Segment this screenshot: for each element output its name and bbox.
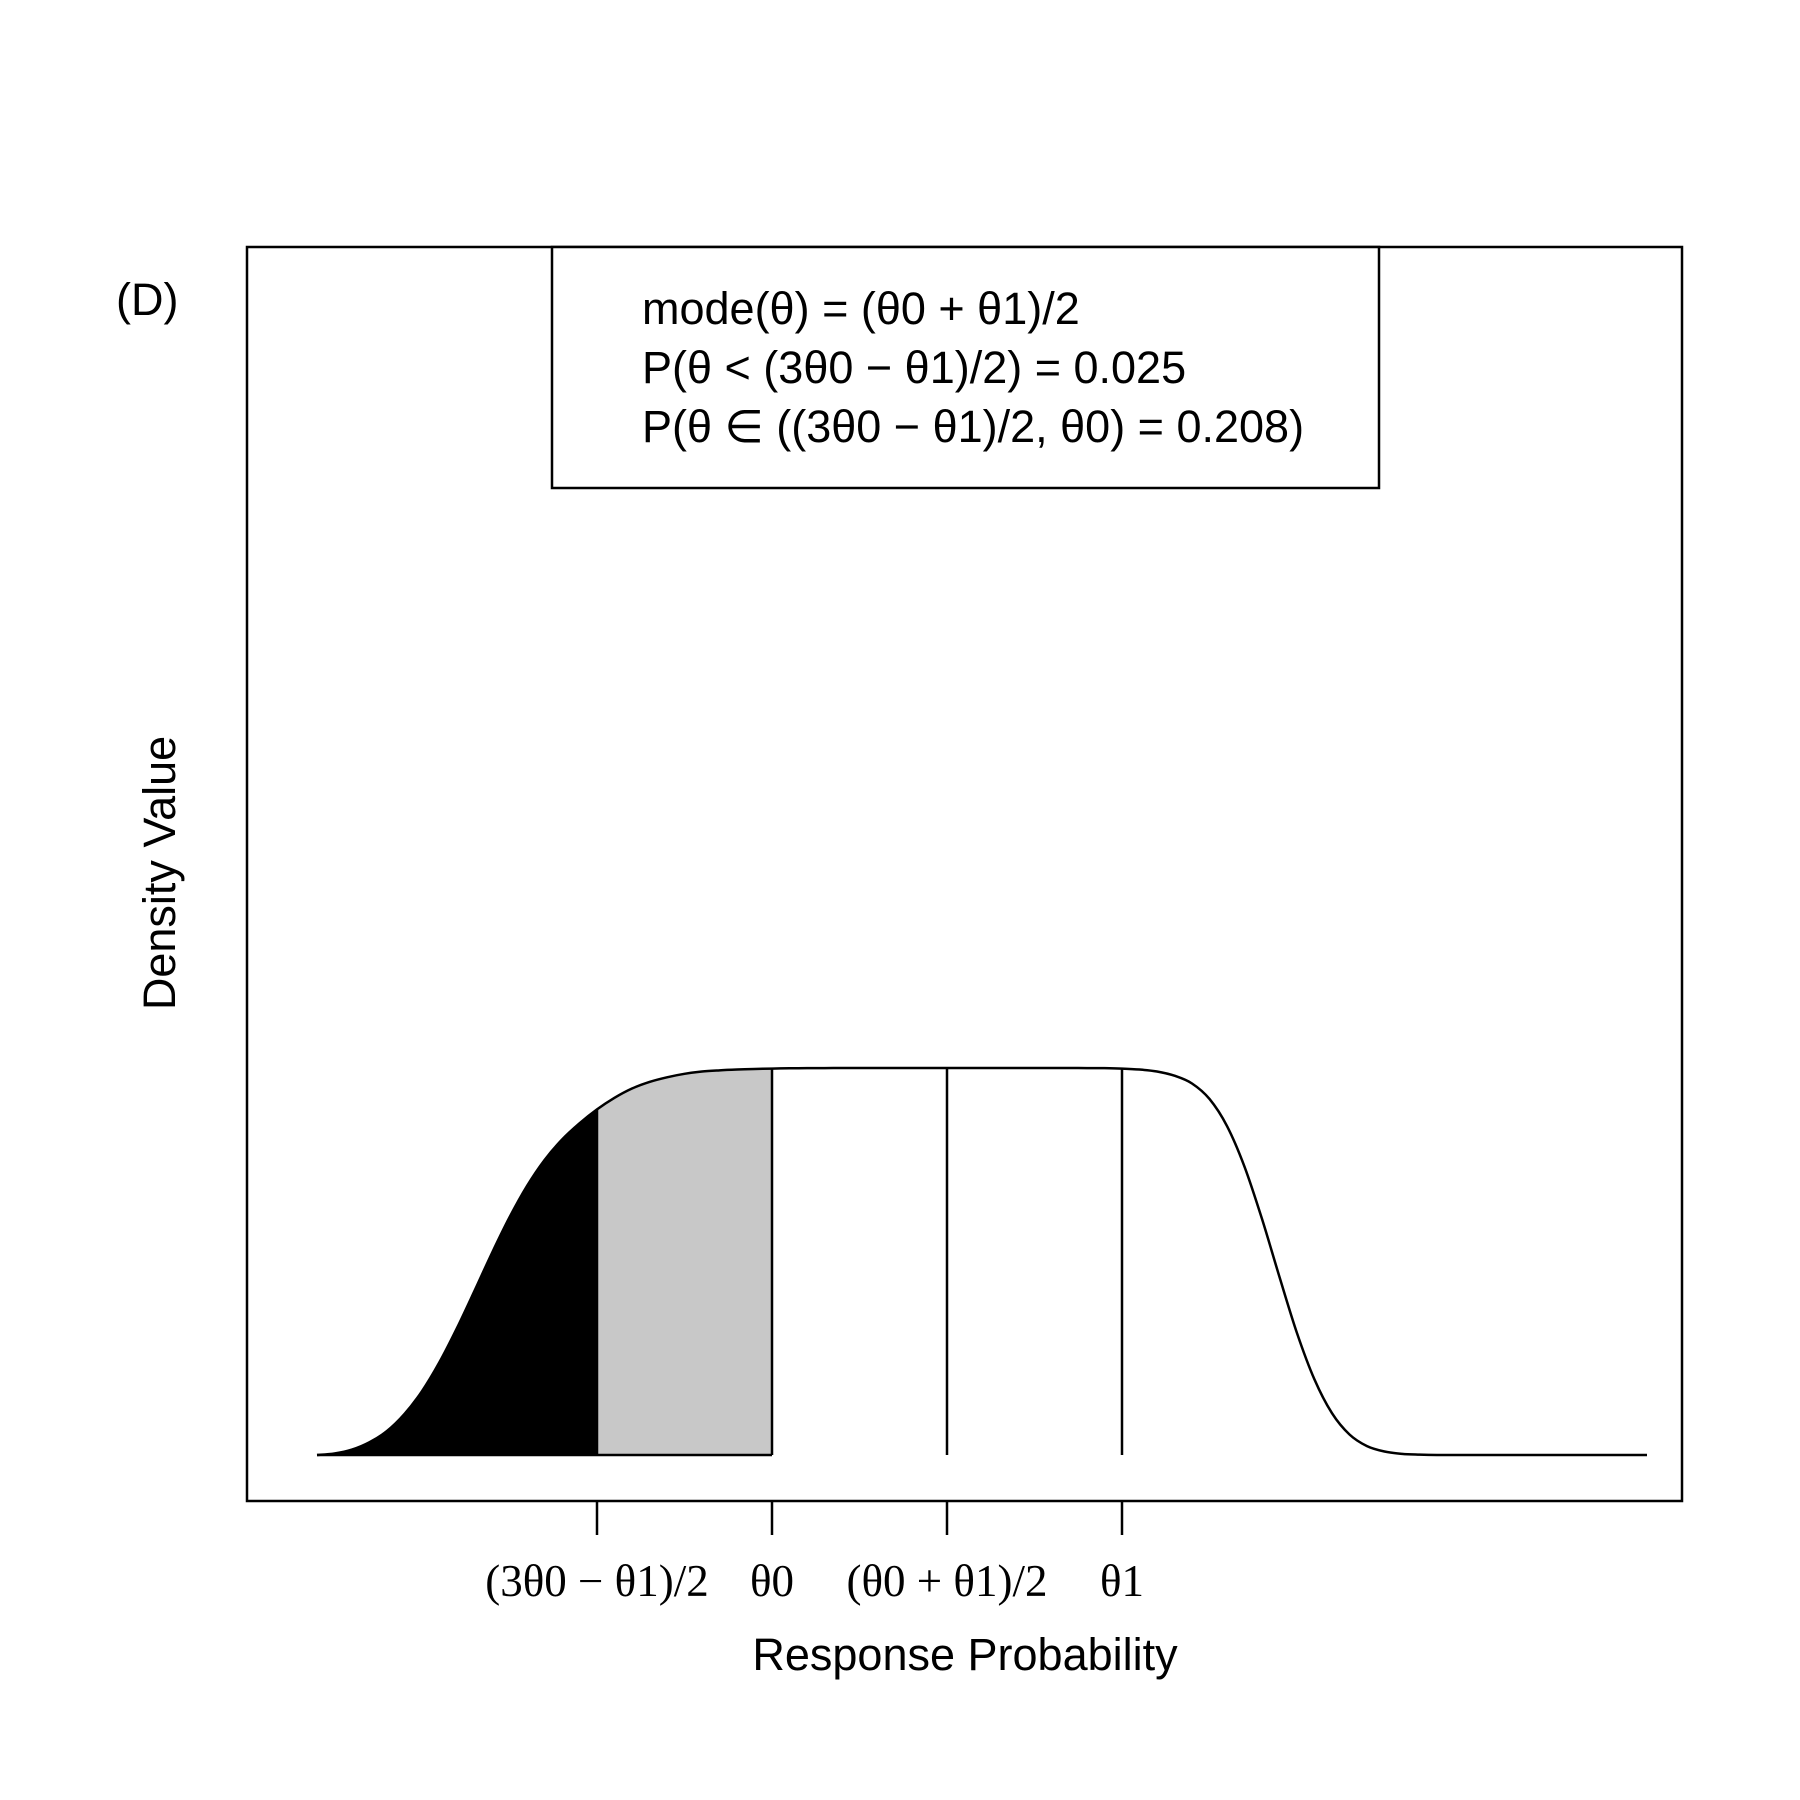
x-axis-ticks: (3θ0 − θ1)/2 θ0 (θ0 + θ1)/2 θ1 [485,1501,1144,1606]
legend-line-band-probability: P(θ ∈ ((3θ0 − θ1)/2, θ0) = 0.208) [642,401,1304,452]
legend-line-mode: mode(θ) = (θ0 + θ1)/2 [642,283,1080,334]
x-tick-label-theta1: θ1 [1100,1556,1144,1606]
shaded-areas [317,1068,772,1455]
vertical-reference-lines [317,1068,1124,1457]
shaded-region-tail [317,1109,597,1455]
x-axis-title: Response Probability [752,1629,1178,1680]
legend-line-tail-probability: P(θ < (3θ0 − θ1)/2) = 0.025 [642,342,1186,393]
legend-box [550,245,1381,490]
density-curve [316,1066,1647,1457]
shaded-region-band [597,1068,772,1455]
x-tick-label-mid: (θ0 + θ1)/2 [847,1556,1048,1606]
x-tick-label-lower: (3θ0 − θ1)/2 [485,1556,708,1606]
y-axis-title: Density Value [134,736,185,1010]
density-curve-group [316,1066,1647,1457]
x-tick-label-theta0: θ0 [750,1556,794,1606]
panel-label: (D) [116,274,178,325]
